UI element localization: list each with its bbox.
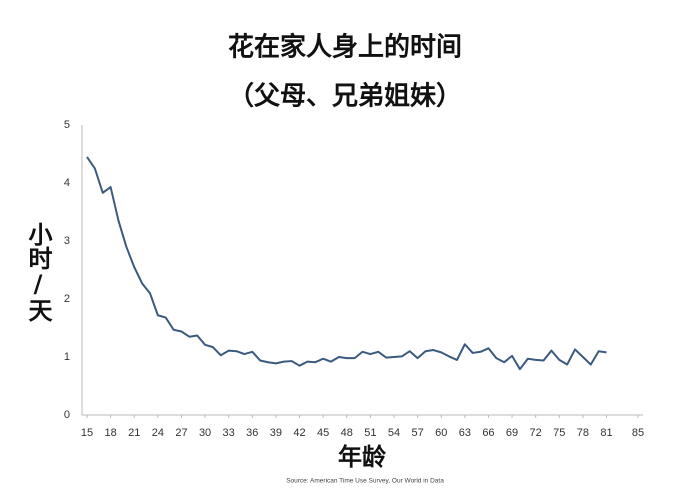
x-tick-label: 81 <box>600 427 612 439</box>
x-tick-label: 69 <box>506 427 518 439</box>
y-tick-label: 1 <box>64 351 70 363</box>
x-tick-label: 85 <box>632 427 644 439</box>
source: Source: American Time Use Survey, Our Wo… <box>286 478 444 485</box>
x-tick-label: 66 <box>482 427 494 439</box>
x-tick-label: 24 <box>152 427 164 439</box>
x-tick-label: 57 <box>411 427 423 439</box>
y-axis-label: 小时/天 <box>24 222 52 323</box>
x-tick-label: 36 <box>246 427 258 439</box>
x-tick-label: 27 <box>175 427 187 439</box>
chart-subtitle: （父母、兄弟姐妹） <box>228 82 462 112</box>
x-tick-label: 45 <box>317 427 329 439</box>
line <box>86 156 607 371</box>
y-tick-label: 3 <box>64 235 70 247</box>
x-tick-label: 15 <box>81 427 93 439</box>
x-tick-label: 60 <box>435 427 447 439</box>
x-tick-label: 54 <box>388 427 400 439</box>
y-tick-label: 0 <box>64 409 70 421</box>
x-tick-label: 63 <box>459 427 471 439</box>
x-tick-label: 48 <box>341 427 353 439</box>
x-tick-label: 51 <box>364 427 376 439</box>
y-tick-label: 5 <box>64 119 70 131</box>
x-tick-label: 30 <box>199 427 211 439</box>
x-tick-label: 39 <box>270 427 282 439</box>
x-tick-label: 78 <box>577 427 589 439</box>
y-tick-label: 2 <box>64 293 70 305</box>
x-tick-label: 21 <box>128 427 140 439</box>
x-axis-label: 年龄 <box>338 443 387 471</box>
x-tick-label: 18 <box>104 427 116 439</box>
x-tick-label: 33 <box>223 427 235 439</box>
y-tick-label: 4 <box>64 177 70 189</box>
x-tick-label: 75 <box>553 427 565 439</box>
x-tick-label: 42 <box>293 427 305 439</box>
chart-title: 花在家人身上的时间 <box>228 32 462 63</box>
x-tick-label: 72 <box>530 427 542 439</box>
